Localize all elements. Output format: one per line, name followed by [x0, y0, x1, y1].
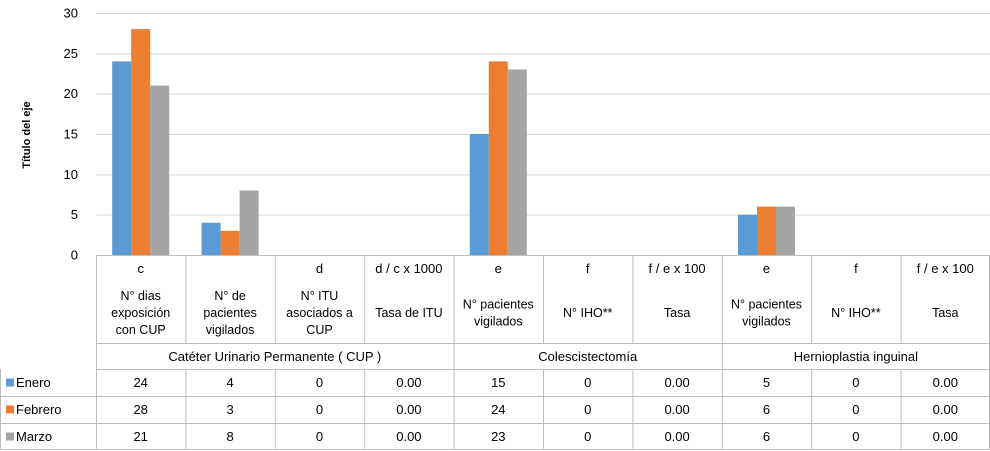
- category-code: d: [316, 261, 323, 276]
- table-cell: 0: [316, 402, 323, 417]
- y-tick-label: 5: [71, 207, 78, 222]
- y-tick-label: 15: [64, 127, 78, 142]
- bar-enero-1: [201, 222, 221, 255]
- table-cell: 0: [852, 429, 859, 444]
- table-cell: 0.00: [396, 429, 421, 444]
- table-cell: 23: [491, 429, 505, 444]
- table-cell: 0: [852, 402, 859, 417]
- table-cell: 8: [226, 429, 233, 444]
- group-label: Colescistectomía: [538, 349, 638, 364]
- category-label: N° IHO**: [563, 306, 613, 320]
- category-label: N° de pacientes vigilados: [203, 289, 257, 337]
- table-cell: 28: [133, 402, 147, 417]
- data-table: c N° dias exposición con CUP N° de pacientes v…: [0, 255, 990, 450]
- table-cell: 0: [316, 429, 323, 444]
- table-cell: 24: [133, 375, 147, 390]
- y-axis-ticks: 0 5 10 15 20 25 30: [64, 6, 78, 263]
- table-cell: 0: [316, 375, 323, 390]
- table-cell: 0.00: [933, 429, 958, 444]
- bar-enero-0: [112, 61, 132, 256]
- category-code: c: [137, 261, 144, 276]
- bar-febrero-1: [220, 230, 240, 255]
- category-code: f: [586, 261, 590, 276]
- legend-label-febrero: Febrero: [16, 402, 62, 417]
- category-code: f / e x 100: [917, 261, 974, 276]
- category-label: Tasa: [664, 306, 690, 320]
- bar-enero-7: [738, 214, 757, 255]
- legend-label-enero: Enero: [16, 375, 51, 390]
- bar-marzo-4: [507, 69, 527, 255]
- table-cell: 0.00: [664, 375, 689, 390]
- bar-marzo-1: [239, 190, 259, 255]
- bars: [112, 29, 795, 256]
- category-label: Tasa de ITU: [375, 306, 442, 320]
- y-tick-label: 10: [64, 167, 78, 182]
- y-tick-label: 20: [64, 86, 78, 101]
- table-cell: 4: [226, 375, 233, 390]
- table-cell: 21: [133, 429, 147, 444]
- table-cell: 0: [584, 375, 591, 390]
- group-label: Hernioplastia inguinal: [794, 349, 918, 364]
- table-cell: 3: [226, 402, 233, 417]
- y-axis-label: Título del eje: [21, 101, 33, 168]
- table-cell: 0.00: [664, 429, 689, 444]
- category-code: e: [763, 261, 770, 276]
- table-cell: 6: [763, 402, 770, 417]
- legend-key-enero: [6, 378, 14, 387]
- bar-febrero-4: [488, 61, 508, 256]
- category-label: Tasa: [932, 306, 958, 320]
- bar-marzo-0: [150, 85, 170, 255]
- legend-key-marzo: [6, 432, 14, 441]
- legend-key-febrero: [6, 405, 14, 414]
- table-cell: 0: [584, 402, 591, 417]
- category-code: f / e x 100: [649, 261, 706, 276]
- table-cell: 5: [763, 375, 770, 390]
- table-cell: 0: [584, 429, 591, 444]
- bar-febrero-0: [131, 29, 151, 256]
- category-label: N° ITU asociados a CUP: [286, 289, 353, 337]
- category-code: d / c x 1000: [375, 261, 442, 276]
- category-label: N° pacientes vigilados: [731, 298, 802, 329]
- category-label: N° dias exposición con CUP: [111, 289, 170, 337]
- gridlines: [96, 13, 990, 256]
- table-cell: 0.00: [396, 402, 421, 417]
- table-cell: 0.00: [664, 402, 689, 417]
- table-cell: 6: [763, 429, 770, 444]
- table-cell: 0.00: [933, 375, 958, 390]
- category-code: f: [854, 261, 858, 276]
- category-label: N° pacientes vigilados: [463, 298, 534, 329]
- y-tick-label: 0: [71, 248, 78, 263]
- table-cell: 0: [852, 375, 859, 390]
- legend-label-marzo: Marzo: [16, 429, 52, 444]
- category-label: N° IHO**: [831, 306, 881, 320]
- table-cell: 24: [491, 402, 505, 417]
- category-code: e: [495, 261, 502, 276]
- y-tick-label: 30: [64, 6, 78, 21]
- bar-marzo-7: [776, 206, 795, 255]
- table-cell: 0.00: [396, 375, 421, 390]
- bar-enero-4: [469, 134, 489, 255]
- bar-febrero-7: [757, 206, 776, 255]
- group-label: Catéter Urinario Permanente ( CUP ): [168, 349, 381, 364]
- y-tick-label: 25: [64, 46, 78, 61]
- table-cell: 15: [491, 375, 505, 390]
- table-cell: 0.00: [933, 402, 958, 417]
